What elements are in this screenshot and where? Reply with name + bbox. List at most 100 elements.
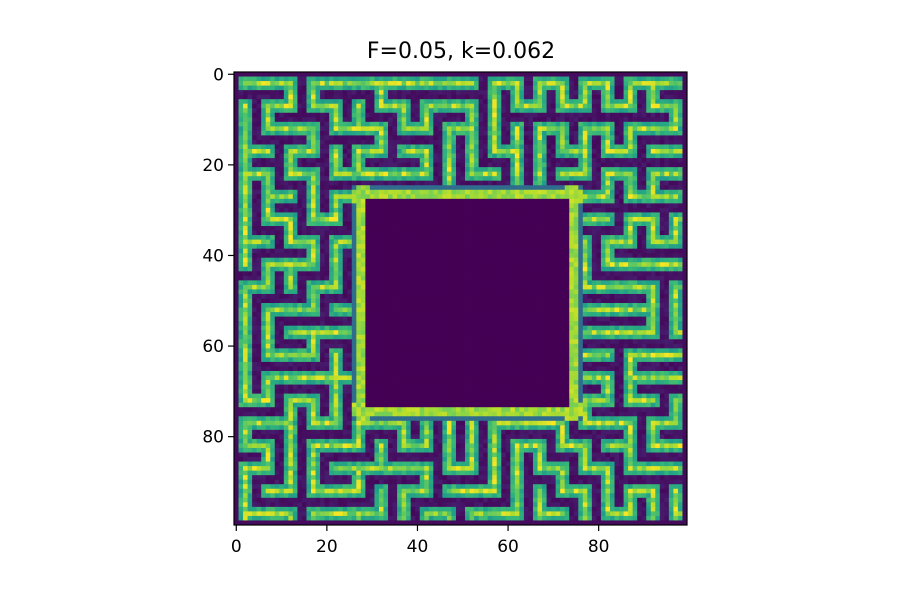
heatmap-cell <box>333 293 339 299</box>
heatmap-cell <box>514 76 520 82</box>
heatmap-cell <box>433 289 439 295</box>
heatmap-cell <box>369 226 375 231</box>
heatmap-cell <box>356 153 362 159</box>
heatmap-cell <box>532 284 538 290</box>
heatmap-cell <box>433 149 439 154</box>
heatmap-cell <box>333 149 339 154</box>
heatmap-cell <box>474 158 480 163</box>
heatmap-cell <box>347 266 353 272</box>
heatmap-cell <box>641 176 647 182</box>
heatmap-cell <box>546 280 552 286</box>
heatmap-cell <box>600 76 606 82</box>
heatmap-cell <box>401 253 407 259</box>
heatmap-cell <box>356 135 362 141</box>
heatmap-cell <box>410 257 416 263</box>
heatmap-cell <box>650 158 656 163</box>
heatmap-cell <box>573 257 579 263</box>
heatmap-cell <box>605 280 611 286</box>
heatmap-cell <box>283 185 289 191</box>
heatmap-cell <box>292 189 298 195</box>
heatmap-cell <box>442 121 448 127</box>
heatmap-cell <box>542 293 547 299</box>
heatmap-cell <box>406 139 412 145</box>
heatmap-cell <box>614 139 620 145</box>
heatmap-cell <box>510 257 516 263</box>
heatmap-cell <box>329 203 335 209</box>
heatmap-cell <box>238 139 244 145</box>
heatmap-cell <box>623 90 629 96</box>
heatmap-cell <box>410 158 416 163</box>
heatmap-cell <box>320 203 325 209</box>
heatmap-cell <box>655 130 661 136</box>
heatmap-cell <box>582 117 588 123</box>
heatmap-cell <box>383 180 389 186</box>
heatmap-cell <box>378 76 384 82</box>
heatmap-cell <box>573 76 579 82</box>
heatmap-cell <box>573 244 579 250</box>
heatmap-cell <box>664 103 670 109</box>
heatmap-cell <box>537 216 543 222</box>
heatmap-cell <box>428 203 434 209</box>
heatmap-cell <box>677 130 683 136</box>
heatmap-cell <box>551 189 557 195</box>
heatmap-cell <box>505 121 511 127</box>
heatmap-cell <box>342 198 348 204</box>
heatmap-cell <box>455 108 461 114</box>
heatmap-cell <box>474 262 480 268</box>
heatmap-cell <box>487 253 493 259</box>
heatmap-cell <box>659 221 665 227</box>
heatmap-cell <box>605 198 611 204</box>
heatmap-cell <box>283 81 289 86</box>
heatmap-cell <box>641 108 647 114</box>
heatmap-cell <box>569 117 575 123</box>
heatmap-cell <box>632 180 638 186</box>
heatmap-cell <box>614 271 620 277</box>
heatmap-cell <box>542 280 547 286</box>
heatmap-cell <box>510 126 516 132</box>
heatmap-cell <box>487 171 493 177</box>
heatmap-cell <box>560 117 566 123</box>
heatmap-cell <box>641 198 647 204</box>
heatmap-cell <box>369 253 375 259</box>
heatmap-cell <box>614 108 620 114</box>
heatmap-cell <box>324 112 330 118</box>
heatmap-cell <box>320 271 325 277</box>
heatmap-cell <box>623 248 629 254</box>
heatmap-cell <box>388 130 393 136</box>
heatmap-cell <box>614 194 620 200</box>
heatmap-cell <box>311 230 316 236</box>
heatmap-cell <box>306 289 312 295</box>
heatmap-cell <box>342 90 348 96</box>
heatmap-cell <box>437 90 443 96</box>
heatmap-cell <box>365 126 371 132</box>
heatmap-cell <box>288 103 294 109</box>
heatmap-cell <box>551 203 557 209</box>
heatmap-cell <box>333 139 339 145</box>
heatmap-cell <box>369 135 375 141</box>
heatmap-cell <box>234 180 239 186</box>
heatmap-cell <box>256 194 262 200</box>
heatmap-cell <box>360 158 366 163</box>
heatmap-cell <box>243 149 248 154</box>
heatmap-cell <box>632 162 638 168</box>
heatmap-cell <box>578 230 584 236</box>
heatmap-cell <box>646 226 652 231</box>
heatmap-cell <box>333 198 339 204</box>
heatmap-cell <box>406 284 412 290</box>
heatmap-cell <box>505 230 511 236</box>
heatmap-cell <box>632 212 638 218</box>
heatmap-cell <box>564 257 570 263</box>
heatmap-cell <box>419 85 425 91</box>
heatmap-cell <box>297 112 303 118</box>
heatmap-cell <box>265 99 271 105</box>
heatmap-cell <box>655 212 661 218</box>
heatmap-cell <box>265 76 271 82</box>
heatmap-cell <box>270 262 276 268</box>
heatmap-cell <box>338 226 344 231</box>
heatmap-cell <box>424 121 430 127</box>
heatmap-cell <box>324 135 330 141</box>
heatmap-cell <box>320 130 325 136</box>
heatmap-cell <box>406 121 412 127</box>
heatmap-cell <box>428 149 434 154</box>
heatmap-cell <box>469 189 475 195</box>
